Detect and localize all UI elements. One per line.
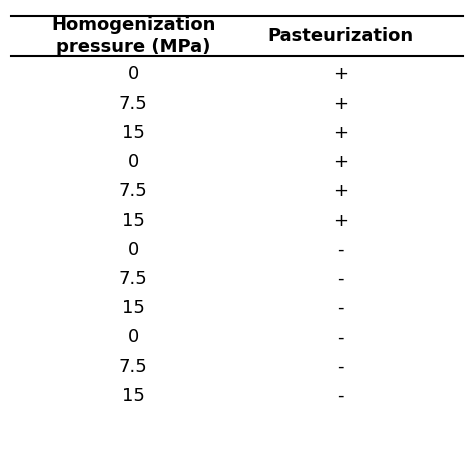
Text: 0: 0 [128, 153, 139, 171]
Text: +: + [333, 95, 348, 113]
Text: +: + [333, 124, 348, 142]
Text: 0: 0 [128, 241, 139, 259]
Text: 0: 0 [128, 65, 139, 83]
Text: -: - [337, 299, 344, 317]
Text: 0: 0 [128, 328, 139, 346]
Text: -: - [337, 270, 344, 288]
Text: Homogenization
pressure (MPa): Homogenization pressure (MPa) [51, 16, 216, 56]
Text: +: + [333, 65, 348, 83]
Text: 15: 15 [122, 299, 145, 317]
Text: 7.5: 7.5 [119, 357, 148, 375]
Text: 15: 15 [122, 387, 145, 405]
Text: 15: 15 [122, 124, 145, 142]
Text: -: - [337, 357, 344, 375]
Text: -: - [337, 387, 344, 405]
Text: Pasteurization: Pasteurization [268, 27, 414, 45]
Text: 7.5: 7.5 [119, 270, 148, 288]
Text: +: + [333, 182, 348, 201]
Text: 15: 15 [122, 211, 145, 229]
Text: -: - [337, 328, 344, 346]
Text: +: + [333, 211, 348, 229]
Text: +: + [333, 153, 348, 171]
Text: 7.5: 7.5 [119, 182, 148, 201]
Text: -: - [337, 241, 344, 259]
Text: 7.5: 7.5 [119, 95, 148, 113]
